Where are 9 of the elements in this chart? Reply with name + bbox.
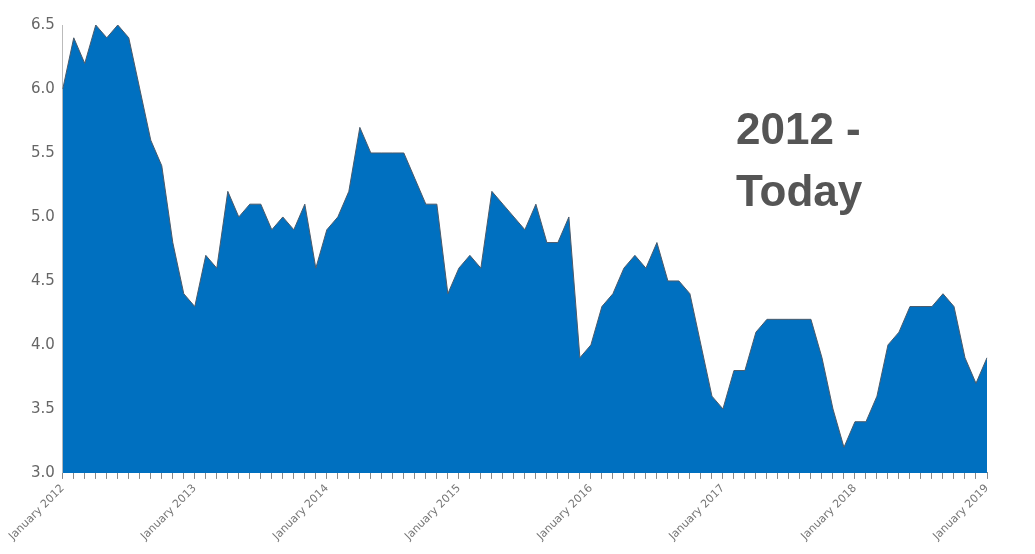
annotation: 2012 - Today [736,103,864,217]
y-tick-label: 6.0 [30,78,55,97]
y-tick-label: 3.0 [30,462,55,481]
y-tick-label: 4.0 [30,334,55,353]
y-tick-label: 6.5 [30,14,55,33]
y-tick-label: 5.0 [30,206,55,225]
y-tick-label: 4.5 [30,270,55,289]
y-tick-label: 3.5 [30,398,55,417]
y-tick-label: 5.5 [30,142,55,161]
